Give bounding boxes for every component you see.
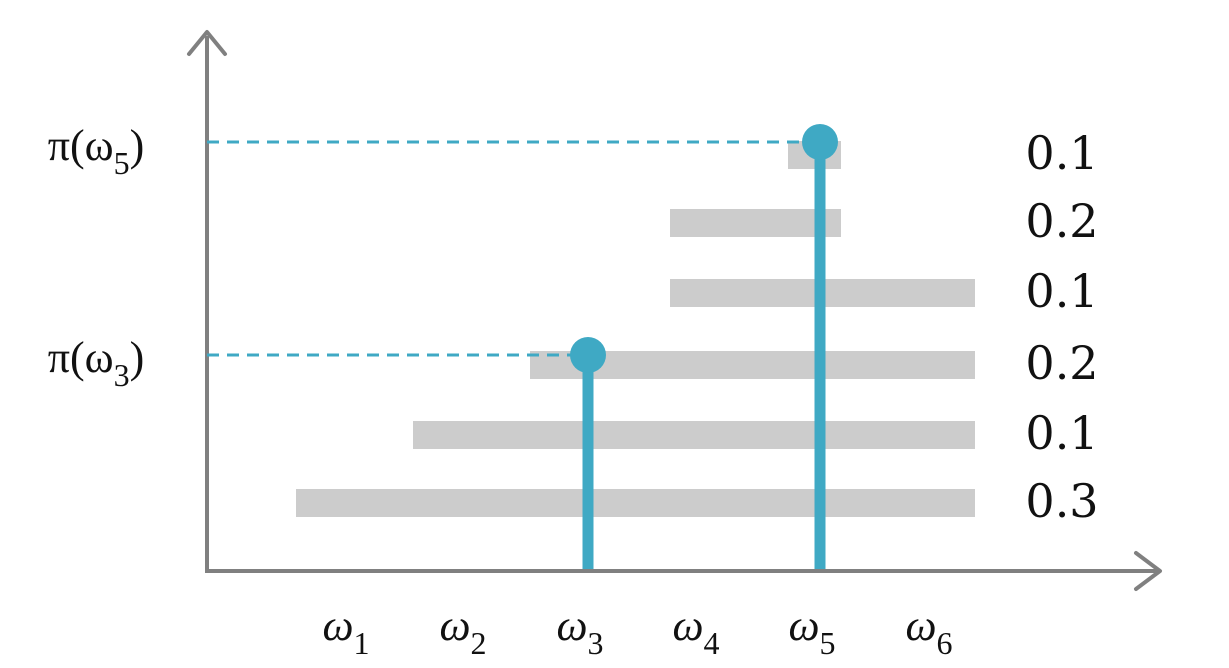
x-label-omega-5: ω5 bbox=[788, 601, 835, 661]
level-value-3: 0.1 bbox=[1025, 264, 1098, 318]
y-axis-arrowhead bbox=[187, 30, 227, 56]
level-value-1: 0.1 bbox=[1025, 126, 1098, 180]
level-bar-6 bbox=[296, 489, 975, 517]
level-value-labels: 0.1 0.2 0.1 0.2 0.1 0.3 bbox=[1025, 126, 1098, 528]
level-bars bbox=[296, 141, 975, 517]
y-label-pi-omega-3: π(ω3) bbox=[48, 333, 144, 393]
level-bar-5 bbox=[413, 421, 975, 449]
level-value-6: 0.3 bbox=[1025, 474, 1098, 528]
stem-dots bbox=[570, 124, 838, 373]
level-bar-2 bbox=[670, 209, 841, 237]
dot-omega-5 bbox=[802, 124, 838, 160]
x-label-omega-3: ω3 bbox=[556, 601, 603, 661]
y-label-pi-omega-5: π(ω5) bbox=[48, 121, 144, 181]
dashed-guides bbox=[207, 140, 810, 357]
x-label-omega-2: ω2 bbox=[439, 601, 486, 661]
x-label-omega-6: ω6 bbox=[905, 601, 952, 661]
stems bbox=[582, 142, 826, 571]
dot-omega-3 bbox=[570, 337, 606, 373]
x-axis-arrowhead bbox=[1134, 551, 1162, 591]
axes bbox=[187, 30, 1162, 591]
x-label-omega-1: ω1 bbox=[322, 601, 369, 661]
x-label-omega-4: ω4 bbox=[672, 601, 719, 661]
x-axis-labels: ω1 ω2 ω3 ω4 ω5 ω6 bbox=[322, 601, 952, 661]
level-value-4: 0.2 bbox=[1025, 336, 1098, 390]
level-value-2: 0.2 bbox=[1025, 194, 1098, 248]
level-value-5: 0.1 bbox=[1025, 406, 1098, 460]
y-axis-labels: π(ω5) π(ω3) bbox=[48, 121, 144, 393]
